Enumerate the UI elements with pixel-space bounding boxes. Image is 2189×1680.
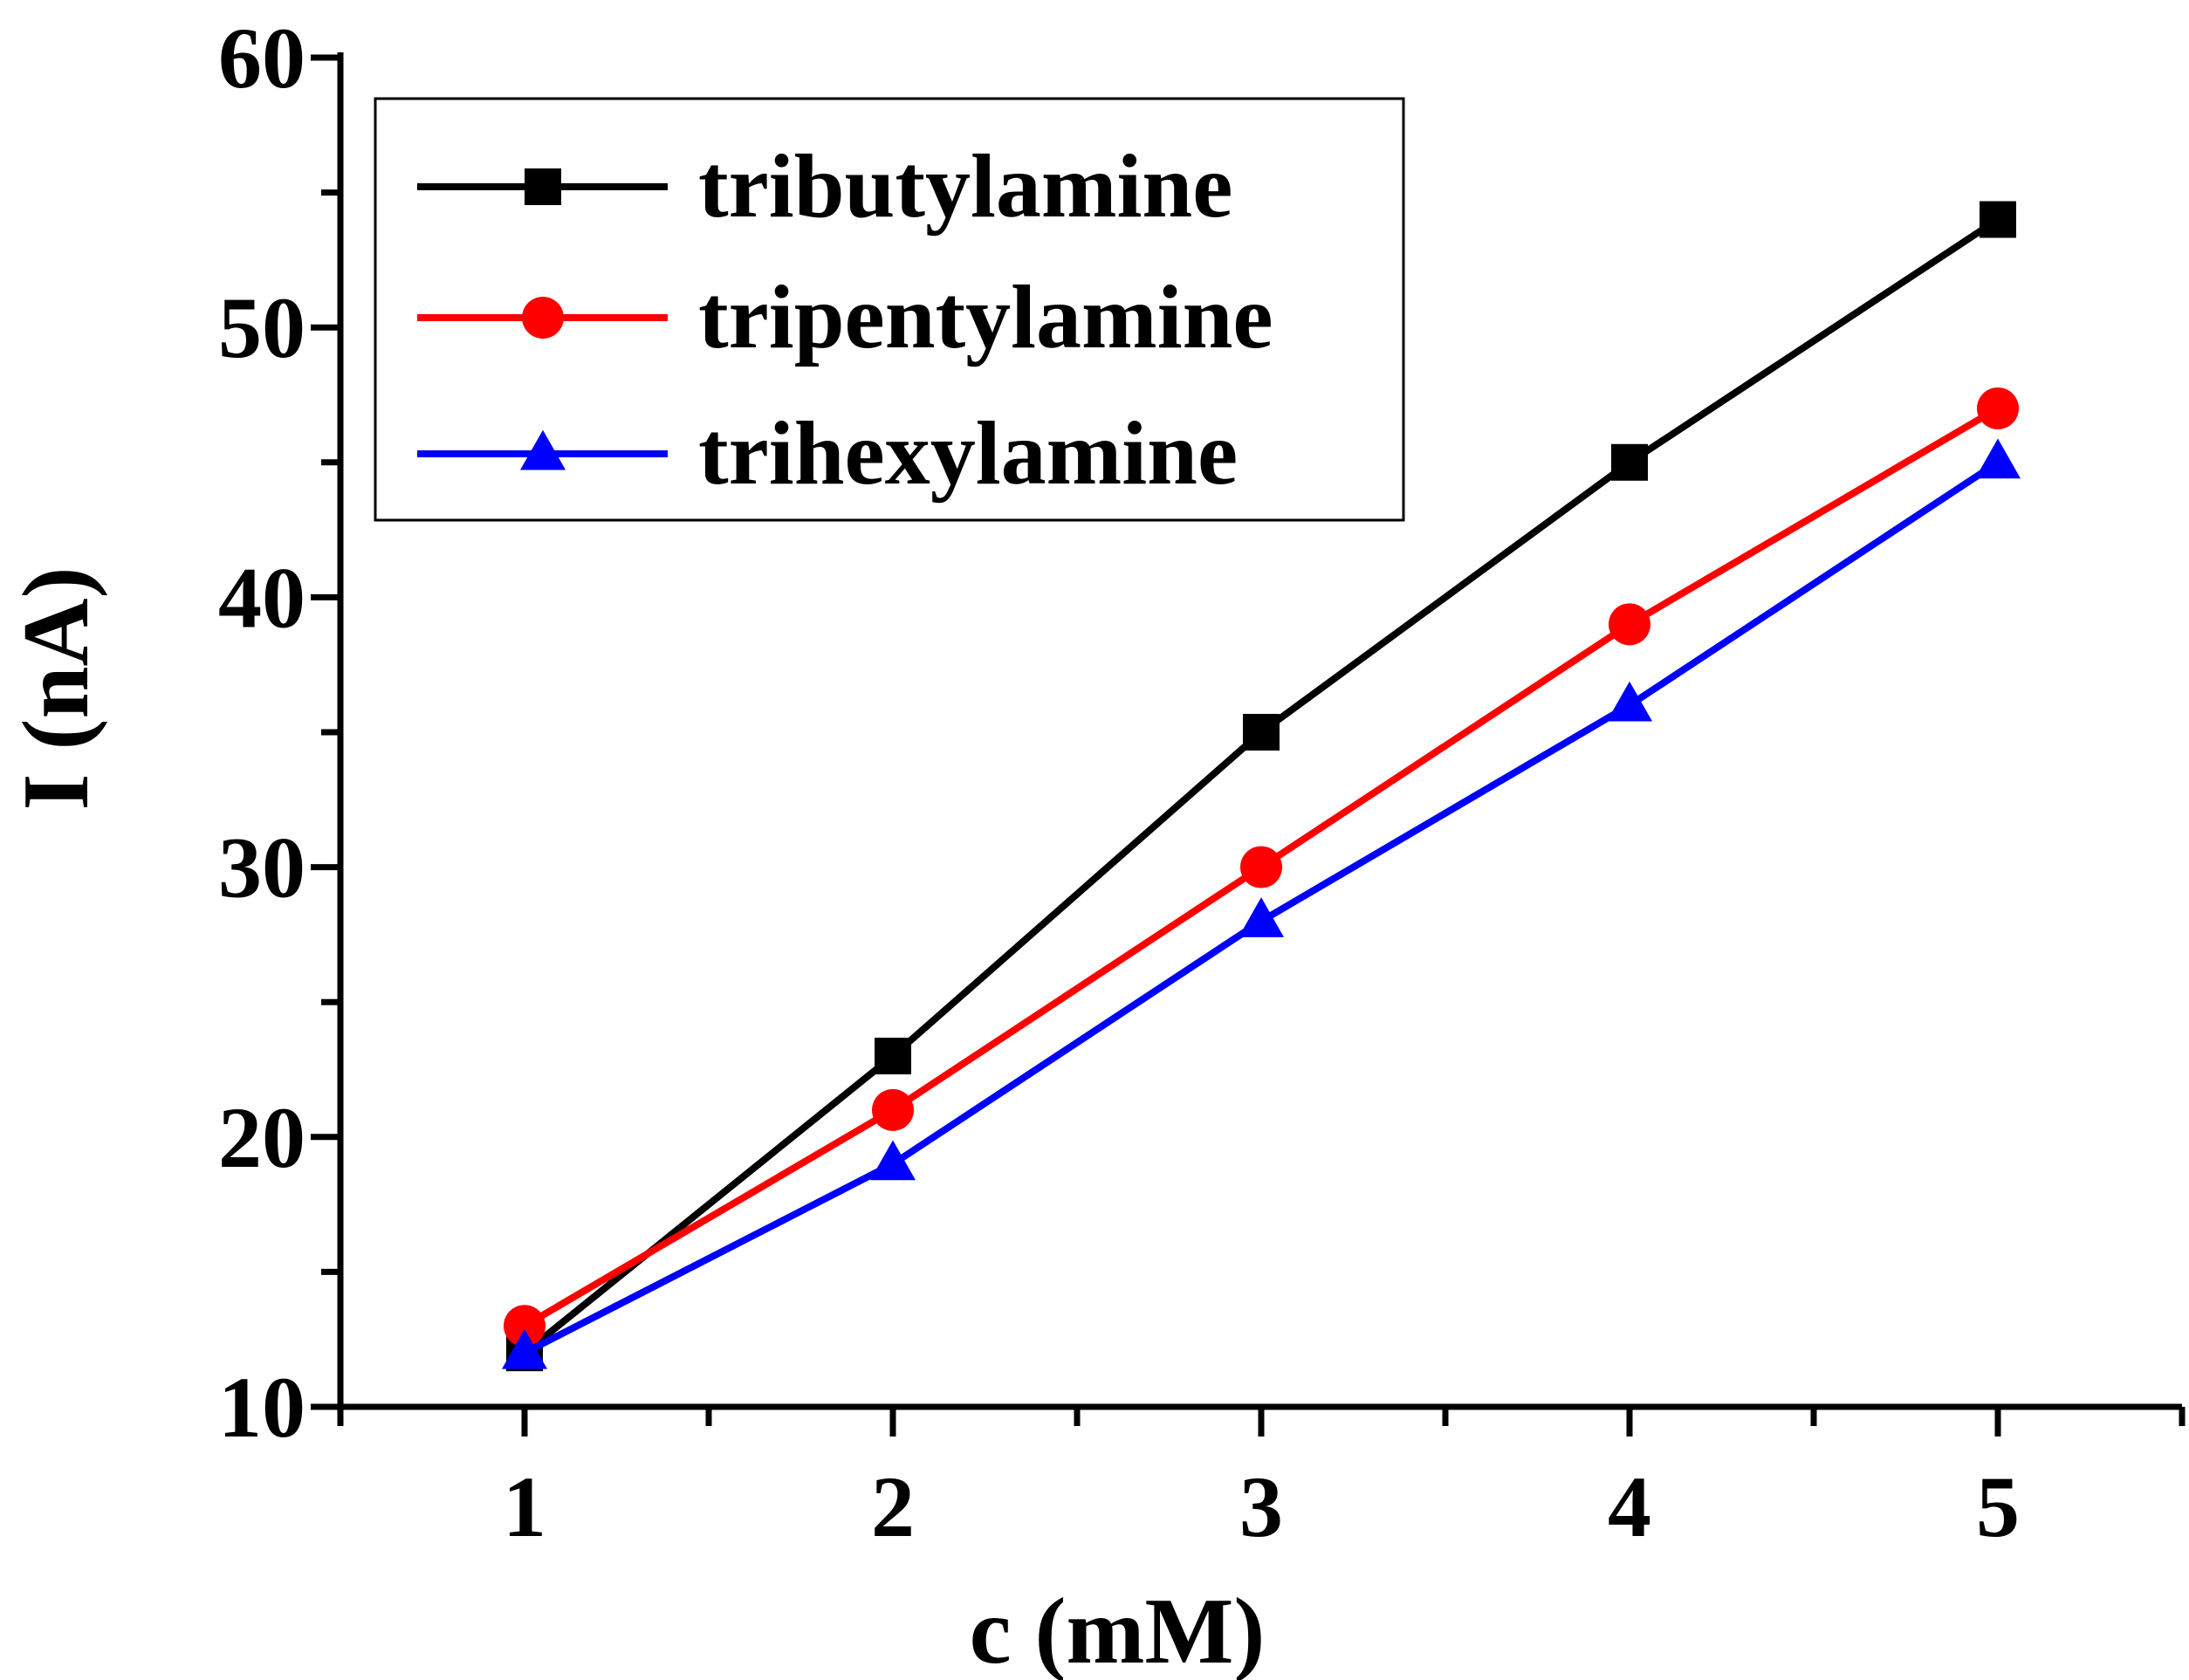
x-tick-label-4: 4	[1608, 1458, 1651, 1555]
legend-label-tributylamine: tributylamine	[698, 136, 1232, 237]
data-point-tributylamine-5	[1980, 201, 2016, 238]
data-point-trihexylamine-5	[1975, 438, 2021, 479]
y-tick-label-10: 10	[218, 1359, 305, 1456]
y-tick-label-20: 20	[218, 1089, 305, 1186]
data-point-tripentylamine-1	[504, 1305, 546, 1347]
data-point-trihexylamine-3	[1239, 897, 1284, 937]
data-point-tripentylamine-5	[1977, 387, 2019, 429]
x-axis-title: c (mM)	[970, 1580, 1266, 1680]
legend-label-tripentylamine: tripentylamine	[698, 267, 1273, 367]
x-tick-label-1: 1	[503, 1458, 546, 1555]
legend-marker-tributylamine	[525, 168, 561, 205]
y-axis-title: I (nA)	[4, 566, 108, 810]
y-tick-label-60: 60	[218, 10, 305, 106]
y-tick-label-40: 40	[218, 549, 305, 646]
data-point-trihexylamine-2	[870, 1140, 916, 1181]
legend-label-trihexylamine: trihexylamine	[698, 403, 1238, 504]
y-tick-label-50: 50	[218, 279, 305, 376]
series-layer	[502, 201, 2021, 1372]
data-point-tripentylamine-4	[1609, 603, 1650, 646]
x-tick-label-3: 3	[1239, 1458, 1283, 1555]
data-point-tributylamine-3	[1243, 714, 1280, 751]
legend: tributylamine tripentylamine trihexylamine	[374, 97, 1405, 522]
axes-layer: 10 20 30 40 50 60 1 2 3 4 5 c (mM) I (nA)	[4, 10, 2186, 1680]
data-point-tributylamine-4	[1611, 443, 1648, 481]
y-tick-label-30: 30	[218, 819, 305, 916]
x-tick-label-2: 2	[871, 1458, 915, 1555]
data-point-trihexylamine-1	[502, 1328, 547, 1369]
data-point-tributylamine-2	[875, 1038, 911, 1075]
data-point-tripentylamine-2	[872, 1088, 914, 1131]
x-tick-label-5: 5	[1976, 1458, 2020, 1555]
legend-marker-trihexylamine	[520, 429, 566, 470]
data-point-trihexylamine-4	[1607, 681, 1652, 722]
legend-marker-tripentylamine	[522, 297, 564, 339]
data-point-tripentylamine-3	[1240, 846, 1282, 888]
